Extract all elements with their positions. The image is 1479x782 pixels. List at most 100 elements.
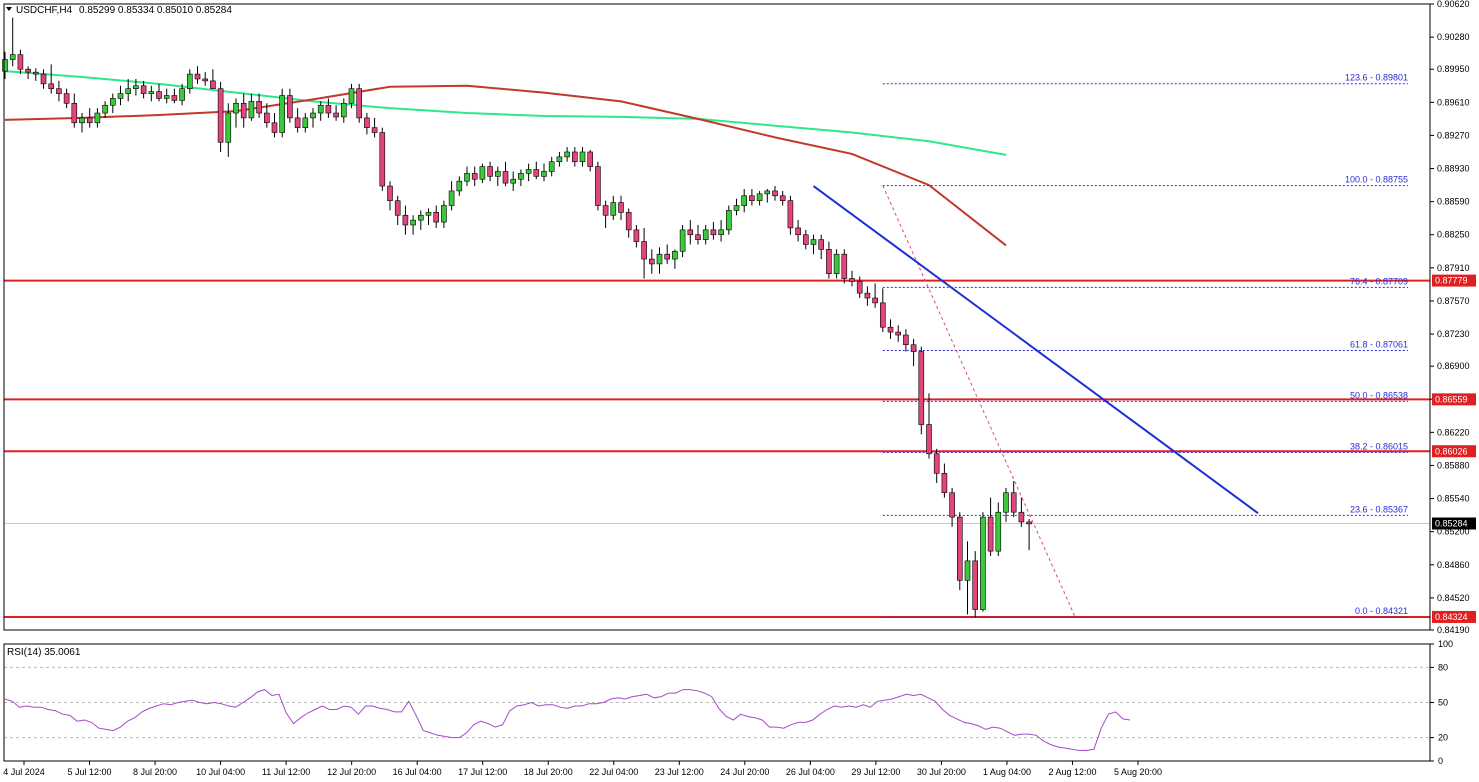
candle-body [795, 227, 801, 236]
candle-body [972, 560, 979, 610]
price-tag-label: 0.85284 [1435, 518, 1468, 528]
candle-body [133, 85, 139, 89]
candle-body [995, 511, 1002, 552]
candle-body [333, 112, 339, 118]
symbol-label: USDCHF,H4 [16, 5, 73, 16]
candle-body [248, 101, 255, 119]
y-tick-label: 0.90280 [1437, 32, 1470, 42]
y-tick-label: 0.86900 [1437, 361, 1470, 371]
candle-body [240, 103, 247, 119]
candle-body [718, 229, 724, 236]
candle-body [71, 103, 78, 124]
candle-body [910, 344, 917, 352]
candle-body [595, 166, 601, 206]
x-tick-label: 29 Jul 12:00 [851, 767, 900, 777]
fib-level-label: 61.8 - 0.87061 [1350, 339, 1408, 349]
candle-body [787, 200, 794, 229]
candle-body [86, 117, 93, 124]
candle-body [879, 302, 886, 328]
trendline [812, 185, 1259, 514]
price-tag-label: 0.86559 [1435, 394, 1468, 404]
x-tick-label: 4 Jul 2024 [3, 767, 45, 777]
candle-body [417, 214, 424, 221]
candle-body [94, 112, 101, 124]
x-tick-label: 22 Jul 04:00 [589, 767, 638, 777]
x-tick-label: 11 Jul 12:00 [262, 767, 310, 777]
fib-level-label: 100.0 - 0.88755 [1345, 175, 1408, 185]
rsi-tick-label: 80 [1438, 662, 1448, 672]
y-tick-label: 0.87910 [1437, 263, 1470, 273]
candle-body [471, 173, 478, 180]
candle-body [379, 132, 386, 187]
y-tick-label: 0.89270 [1437, 130, 1470, 140]
candle-body [110, 98, 116, 106]
candle-body [494, 171, 501, 177]
candle-body [79, 117, 85, 124]
chevron-down-icon[interactable] [6, 7, 12, 11]
candle-body [40, 73, 47, 85]
candle-body [464, 173, 470, 182]
fib-level-label: 50.0 - 0.86538 [1350, 390, 1408, 400]
candle-body [656, 253, 663, 265]
rsi-tick-label: 20 [1438, 733, 1448, 743]
price-tag [1432, 274, 1476, 287]
candle-body [25, 68, 31, 73]
candle-body [895, 331, 902, 336]
price-tag [1432, 393, 1476, 406]
x-tick-label: 24 Jul 20:00 [720, 767, 769, 777]
candle-body [772, 190, 778, 197]
candle-body [887, 326, 894, 333]
candle-body [1026, 521, 1032, 525]
candle-body [610, 202, 617, 216]
candle-body [310, 112, 316, 119]
candle-body [872, 297, 878, 304]
candle-body [487, 166, 493, 177]
rsi-tick-label: 0 [1438, 756, 1443, 766]
candle-body [1003, 492, 1009, 513]
candle-body [387, 185, 393, 201]
candle-body [156, 91, 162, 99]
rsi-tick-label: 50 [1438, 698, 1448, 708]
fib-level-label: 38.2 - 0.86015 [1350, 441, 1408, 451]
chart-header: USDCHF,H4 0.85299 0.85334 0.85010 0.8528… [6, 5, 232, 658]
candle-body [364, 117, 370, 128]
fib-level-label: 76.4 - 0.87709 [1350, 276, 1408, 286]
axes: 0.90620 0.90280 0.89950 0.89610 0.89270 0.889… [3, 0, 1469, 777]
candle-body [856, 281, 863, 294]
fib-level-label: 123.6 - 0.89801 [1345, 73, 1408, 83]
y-tick-label: 0.85200 [1437, 527, 1470, 537]
ohlc-values: 0.85299 0.85334 0.85010 0.85284 [79, 5, 232, 16]
candle-body [1018, 511, 1025, 523]
fibonacci-retracement: 123.6 - 0.89801 100.0 - 0.88755 76.4 - 0.8… [882, 73, 1408, 618]
candle-body [864, 292, 871, 299]
candle-body [587, 151, 594, 167]
candle-body [618, 202, 624, 213]
candle-body [602, 205, 609, 216]
y-tick-label: 0.87570 [1437, 296, 1470, 306]
candle-body [710, 229, 717, 236]
candle-body [171, 95, 178, 101]
price-tag [1432, 445, 1476, 458]
candle-body [56, 88, 62, 94]
candle-body [779, 195, 786, 201]
candle-body [502, 171, 509, 184]
candle-body [725, 210, 732, 231]
price-tag-label: 0.84324 [1435, 612, 1468, 622]
candle-body [733, 205, 740, 211]
rsi-line [4, 689, 1131, 751]
candle-body [964, 560, 971, 581]
candle-body [556, 156, 563, 163]
candle-body [140, 85, 147, 94]
x-tick-label: 18 Jul 20:00 [524, 767, 573, 777]
candle-body [425, 212, 432, 216]
price-tags: 0.87779 0.86559 0.86026 0.84324 0.85284 [1432, 274, 1476, 623]
fib-anchor-line [882, 185, 1076, 618]
candle-body [841, 253, 848, 279]
candle-body [571, 151, 578, 163]
candle-body [179, 88, 185, 101]
candle-body [217, 88, 224, 143]
candle-body [448, 190, 455, 206]
candle-body [2, 59, 8, 72]
candle-body [926, 424, 932, 455]
